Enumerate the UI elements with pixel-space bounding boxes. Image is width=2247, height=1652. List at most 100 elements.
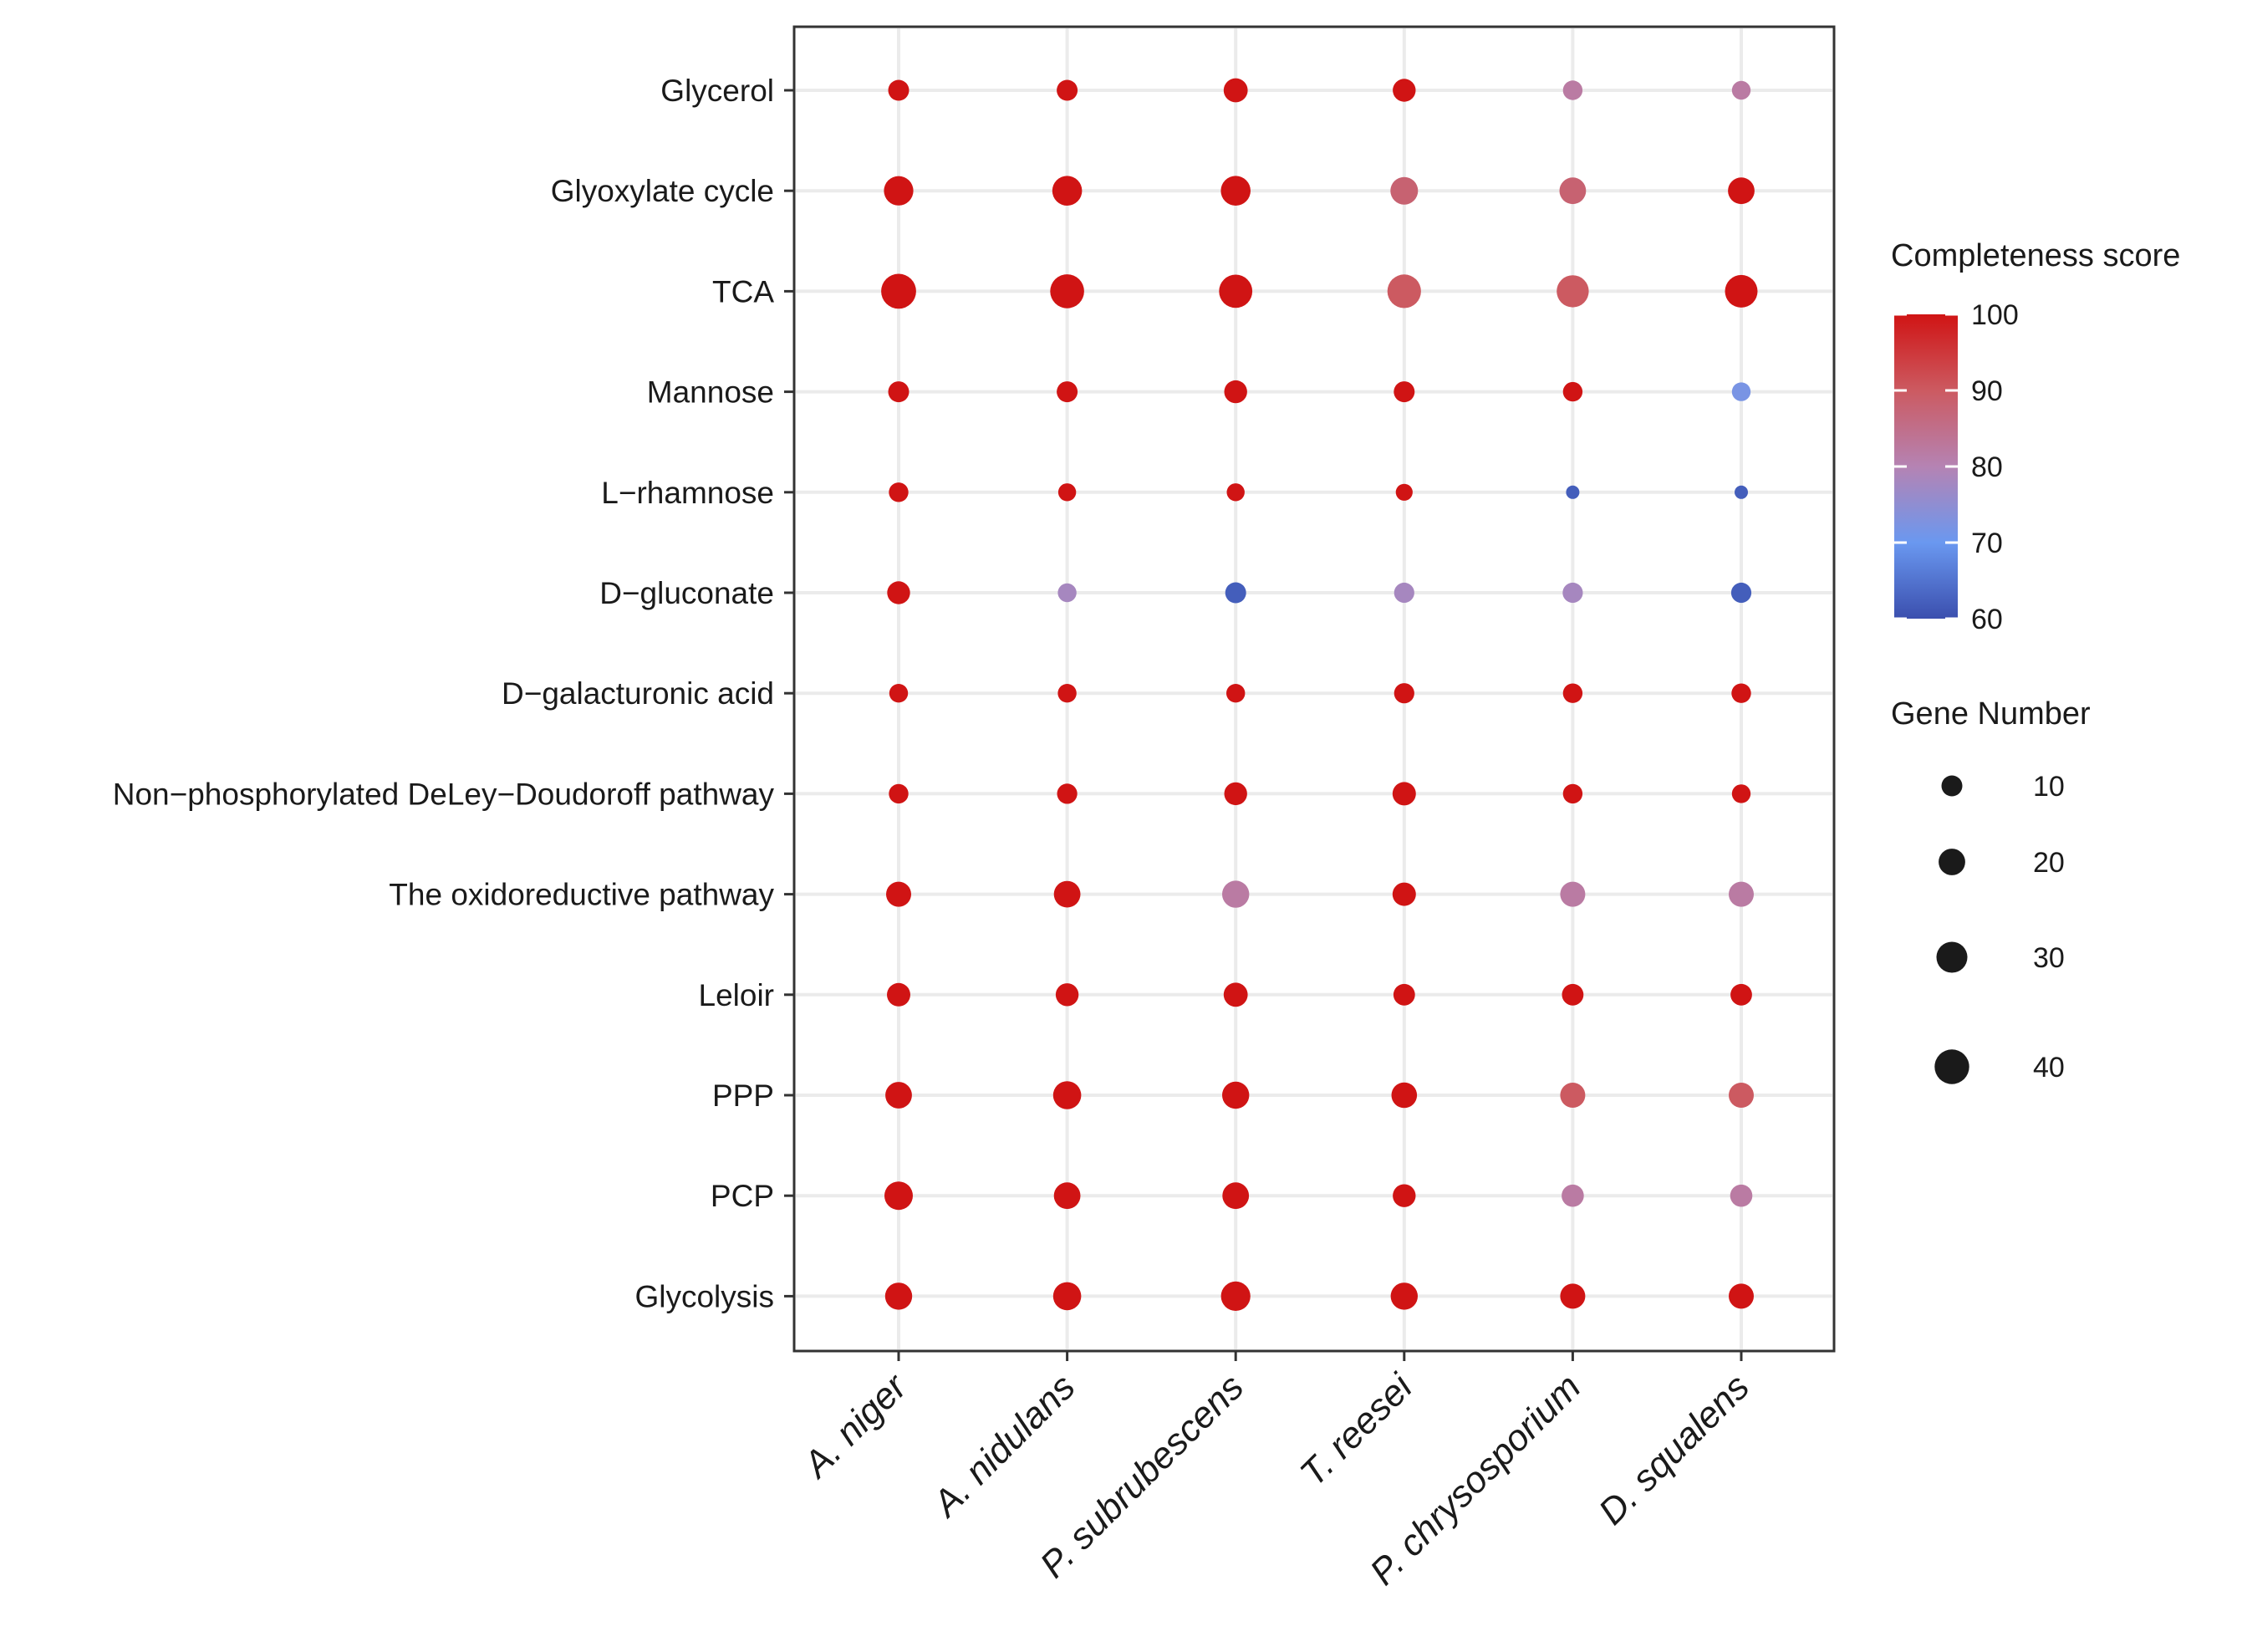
- point-a-nidulans-glycerol: [1057, 79, 1078, 101]
- point-p-subrubescens-d-gluconate: [1225, 582, 1246, 604]
- y-tick-label: Non−phosphorylated DeLey−Doudoroff pathw…: [113, 777, 775, 811]
- point-a-nidulans-mannose: [1057, 381, 1078, 403]
- point-p-chrysosporium-leloir: [1562, 983, 1584, 1006]
- point-a-nidulans-d-galacturonic-acid: [1057, 684, 1077, 703]
- size-legend-label: 40: [2033, 1052, 2065, 1083]
- point-d-squalens-ppp: [1729, 1083, 1754, 1108]
- point-t-reesei-l-rhamnose: [1395, 483, 1413, 501]
- data-points: [881, 78, 1758, 1311]
- point-a-nidulans-d-gluconate: [1057, 583, 1077, 603]
- y-tick-label: PPP: [712, 1078, 774, 1113]
- color-legend-title: Completeness score: [1891, 238, 2180, 273]
- size-legend-key: [1936, 941, 1968, 973]
- color-legend-label: 70: [1971, 528, 2003, 559]
- point-a-nidulans-glyoxylate-cycle: [1052, 176, 1083, 206]
- point-p-chrysosporium-d-gluconate: [1562, 582, 1583, 604]
- point-t-reesei-tca: [1387, 274, 1421, 308]
- point-t-reesei-pcp: [1393, 1184, 1416, 1207]
- size-legend-title: Gene Number: [1891, 696, 2091, 732]
- size-legend-label: 20: [2033, 847, 2065, 879]
- size-legend-key: [1939, 849, 1965, 875]
- point-p-subrubescens-glycerol: [1223, 78, 1248, 103]
- y-tick-label: TCA: [712, 274, 774, 308]
- y-tick-label: PCP: [711, 1179, 774, 1213]
- point-t-reesei-d-galacturonic-acid: [1394, 683, 1414, 704]
- point-p-subrubescens-mannose: [1224, 380, 1247, 404]
- point-a-niger-the-oxidoreductive-pathway: [886, 881, 911, 907]
- point-a-niger-non-phosphorylated-deley-doudoroff-pathway: [889, 783, 909, 804]
- point-t-reesei-d-gluconate: [1394, 582, 1414, 604]
- point-a-niger-d-gluconate: [887, 581, 910, 604]
- point-a-niger-leloir: [887, 982, 910, 1007]
- point-d-squalens-leloir: [1730, 983, 1752, 1006]
- point-p-chrysosporium-pcp: [1562, 1184, 1584, 1207]
- point-p-chrysosporium-glyoxylate-cycle: [1559, 177, 1587, 205]
- color-legend-label: 60: [1971, 604, 2003, 635]
- point-p-chrysosporium-mannose: [1562, 381, 1583, 402]
- point-p-chrysosporium-glycolysis: [1560, 1283, 1586, 1309]
- point-p-subrubescens-leloir: [1223, 982, 1248, 1007]
- point-p-subrubescens-tca: [1219, 274, 1253, 308]
- point-d-squalens-non-phosphorylated-deley-doudoroff-pathway: [1731, 784, 1751, 803]
- point-d-squalens-glycerol: [1731, 80, 1751, 100]
- point-t-reesei-non-phosphorylated-deley-doudoroff-pathway: [1392, 782, 1416, 806]
- point-d-squalens-d-gluconate: [1730, 582, 1752, 604]
- point-p-chrysosporium-d-galacturonic-acid: [1562, 683, 1583, 703]
- point-p-subrubescens-l-rhamnose: [1226, 483, 1245, 502]
- point-a-nidulans-l-rhamnose: [1057, 483, 1077, 502]
- point-p-chrysosporium-tca: [1557, 275, 1589, 308]
- point-p-chrysosporium-the-oxidoreductive-pathway: [1560, 881, 1586, 907]
- point-p-subrubescens-non-phosphorylated-deley-doudoroff-pathway: [1224, 782, 1247, 806]
- point-a-niger-mannose: [888, 381, 910, 403]
- y-tick-label: Leloir: [699, 978, 775, 1012]
- point-a-niger-glyoxylate-cycle: [884, 176, 914, 206]
- point-a-niger-tca: [881, 273, 916, 309]
- y-tick-label: The oxidoreductive pathway: [389, 878, 774, 912]
- point-d-squalens-the-oxidoreductive-pathway: [1729, 881, 1754, 907]
- point-p-chrysosporium-non-phosphorylated-deley-doudoroff-pathway: [1562, 783, 1583, 804]
- point-t-reesei-glycolysis: [1390, 1282, 1419, 1310]
- point-d-squalens-pcp: [1730, 1184, 1753, 1207]
- point-p-subrubescens-glycolysis: [1220, 1281, 1251, 1311]
- point-d-squalens-mannose: [1731, 382, 1751, 401]
- y-axis: Glycerol Glyoxylate cycle TCA Mannose L−rham…: [113, 74, 794, 1313]
- point-a-niger-glycerol: [888, 79, 910, 101]
- point-a-nidulans-leloir: [1055, 983, 1079, 1007]
- point-p-subrubescens-pcp: [1222, 1182, 1250, 1210]
- point-p-chrysosporium-l-rhamnose: [1566, 485, 1580, 499]
- point-a-niger-ppp: [885, 1082, 912, 1109]
- point-p-subrubescens-glyoxylate-cycle: [1220, 176, 1251, 206]
- point-d-squalens-tca: [1725, 274, 1758, 308]
- size-legend-label: 10: [2033, 771, 2065, 803]
- size-legend-key: [1934, 1049, 1969, 1084]
- point-a-nidulans-pcp: [1053, 1182, 1081, 1210]
- point-p-subrubescens-d-galacturonic-acid: [1226, 684, 1246, 703]
- point-p-chrysosporium-ppp: [1560, 1083, 1586, 1108]
- point-t-reesei-glycerol: [1393, 79, 1416, 102]
- y-tick-label: L−rhamnose: [601, 476, 774, 510]
- y-tick-label: D−galacturonic acid: [502, 676, 774, 711]
- point-d-squalens-d-galacturonic-acid: [1731, 683, 1751, 703]
- y-tick-label: D−gluconate: [599, 576, 774, 610]
- size-legend: Gene Number 10 20 30 40: [1891, 696, 2091, 1084]
- point-a-nidulans-glycolysis: [1052, 1282, 1082, 1311]
- color-legend-label: 80: [1971, 451, 2003, 483]
- color-legend: Completeness score 60 70 80 90 100: [1891, 238, 2180, 635]
- color-legend-label: 100: [1971, 299, 2019, 331]
- point-p-chrysosporium-glycerol: [1562, 80, 1583, 100]
- point-d-squalens-glycolysis: [1729, 1283, 1754, 1309]
- size-legend-label: 30: [2033, 942, 2065, 974]
- point-t-reesei-mannose: [1394, 381, 1415, 403]
- point-p-subrubescens-ppp: [1222, 1081, 1250, 1109]
- point-t-reesei-leloir: [1393, 983, 1415, 1006]
- point-a-nidulans-non-phosphorylated-deley-doudoroff-pathway: [1057, 783, 1078, 804]
- y-tick-label: Glycerol: [660, 74, 774, 108]
- point-a-niger-d-galacturonic-acid: [889, 684, 909, 703]
- point-a-nidulans-the-oxidoreductive-pathway: [1053, 880, 1081, 908]
- plot-panel-border: [792, 25, 1836, 1353]
- point-a-nidulans-tca: [1050, 274, 1084, 308]
- point-d-squalens-l-rhamnose: [1735, 485, 1748, 499]
- point-a-niger-pcp: [884, 1181, 913, 1211]
- y-tick-label: Mannose: [647, 375, 774, 410]
